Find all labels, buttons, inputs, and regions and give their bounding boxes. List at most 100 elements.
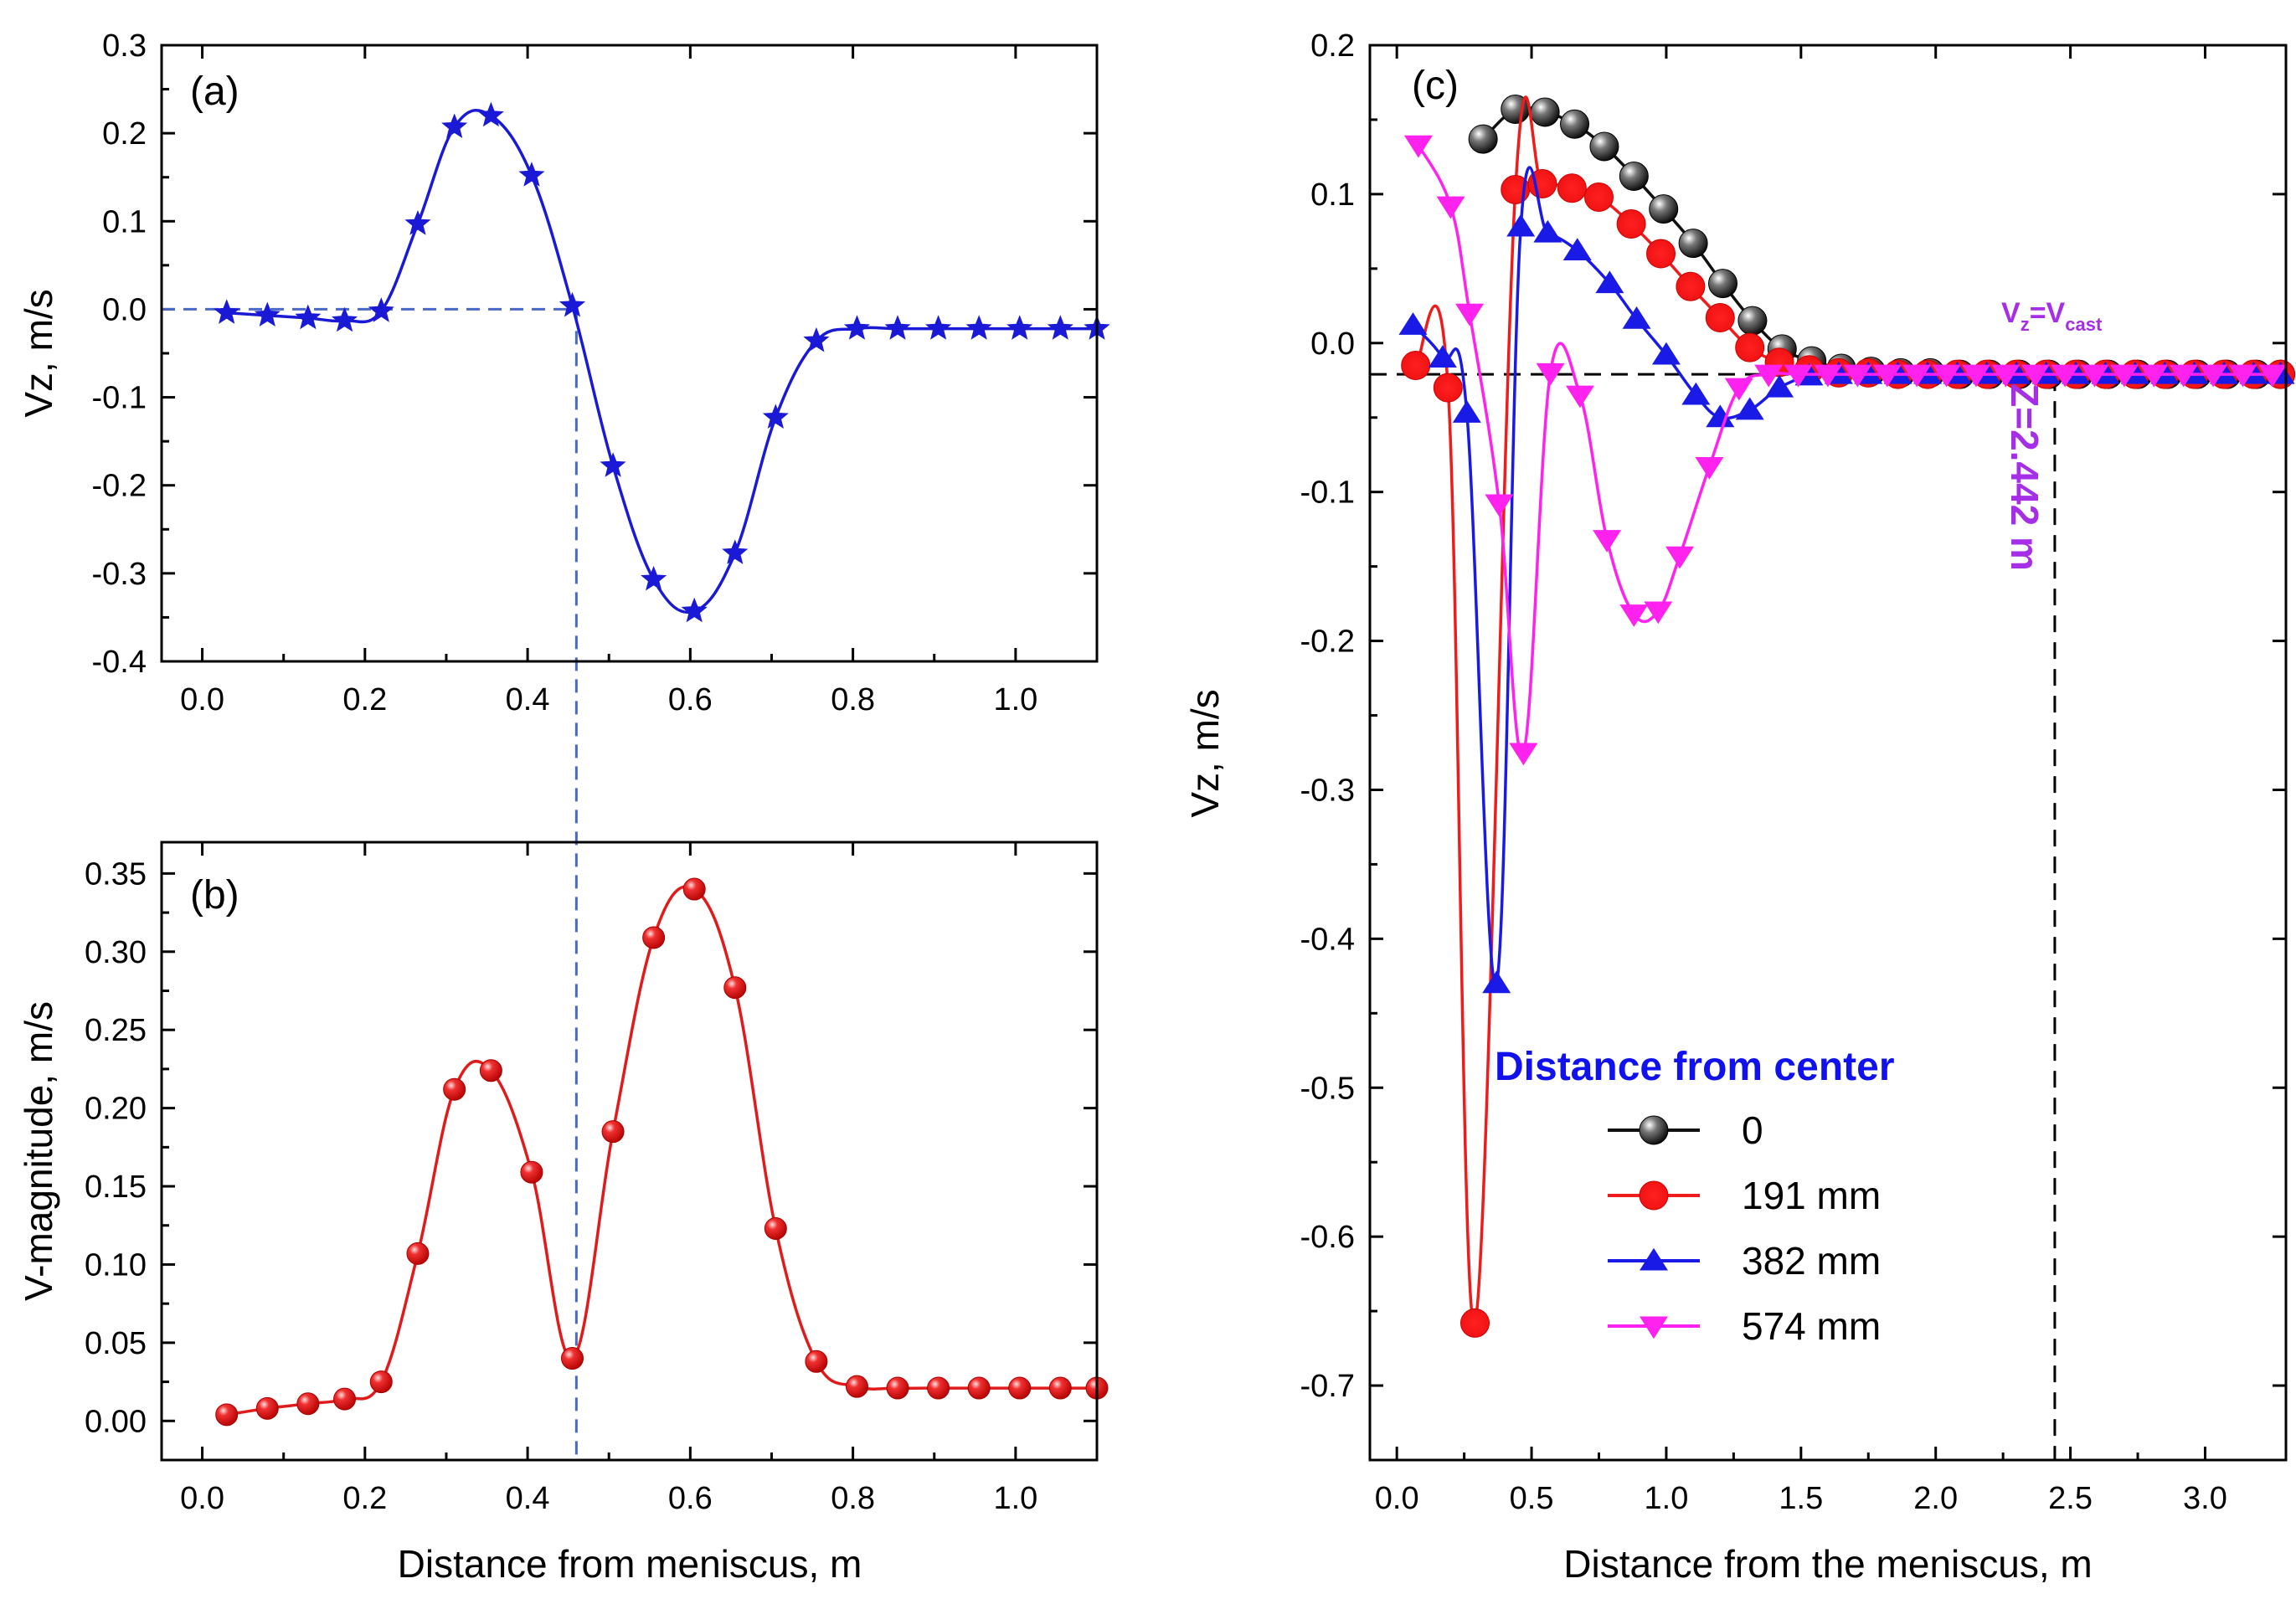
panel-c-x-axis-label: Distance from the meniscus, m (1563, 1542, 2092, 1586)
data-point (681, 597, 708, 623)
y-tick-label: -0.4 (92, 645, 147, 680)
x-tick-label: 0.0 (1375, 1481, 1419, 1516)
data-point (2051, 364, 2080, 388)
data-point (722, 539, 749, 564)
data-point (2080, 364, 2109, 388)
data-point (1398, 312, 1428, 335)
y-tick-label: 0.2 (1310, 28, 1355, 64)
legend-marker (1639, 1180, 1669, 1211)
data-point (641, 565, 667, 591)
x-tick-label: 2.5 (2048, 1481, 2093, 1516)
data-point (1562, 238, 1592, 260)
data-point (965, 315, 992, 340)
data-point (1649, 194, 1679, 224)
panel-a-series (214, 101, 1110, 623)
data-point (2139, 364, 2169, 388)
y-tick-label: -0.7 (1300, 1369, 1355, 1404)
y-tick-label: 0.30 (85, 935, 147, 970)
data-point (368, 297, 394, 322)
data-point (1530, 97, 1560, 127)
data-point (296, 1392, 320, 1416)
data-point (1452, 400, 1481, 423)
y-tick-label: 0.0 (1310, 326, 1355, 362)
data-point (1616, 208, 1646, 239)
legend-label: 0 (1742, 1108, 1763, 1152)
series-c-1 (1401, 95, 2296, 1338)
panel-a-ticks: 0.0 0.2 0.4 0.6 0.8 1.0 -0.4 -0.3 -0.2 -0.1 0.0 0.1… (92, 28, 1097, 717)
y-tick-label: -0.1 (92, 381, 147, 416)
y-tick-label: 0.15 (85, 1170, 147, 1205)
data-point (1482, 970, 1511, 994)
y-tick-label: 0.05 (85, 1326, 147, 1361)
series-c-0 (1468, 94, 2296, 389)
y-tick-label: 0.2 (102, 116, 147, 152)
data-point (843, 315, 870, 340)
y-tick-label: 0.3 (102, 28, 147, 64)
x-tick-label: 2.0 (1913, 1481, 1958, 1516)
y-tick-label: 0.0 (102, 292, 147, 327)
panel-a: 0.0 0.2 0.4 0.6 0.8 1.0 -0.4 -0.3 -0.2 -0.1 0.0 0.1… (17, 28, 1110, 1460)
z-position-annotation: Z=2.442 m (2003, 383, 2046, 571)
data-point (927, 1376, 950, 1400)
data-point (1708, 269, 1738, 299)
x-tick-label: 1.5 (1779, 1481, 1823, 1516)
data-point (1595, 270, 1624, 294)
data-point (1735, 397, 1764, 420)
x-tick-label: 1.0 (1645, 1481, 1689, 1516)
x-tick-label: 0.4 (506, 682, 550, 717)
data-point (1619, 162, 1649, 192)
y-tick-label: 0.20 (85, 1092, 147, 1127)
data-point (406, 1242, 430, 1265)
panel-a-frame (160, 44, 1099, 663)
series-line (226, 108, 1097, 614)
x-tick-label: 0.6 (668, 682, 713, 717)
data-point (884, 315, 911, 340)
data-point (682, 877, 706, 901)
series-line (226, 885, 1097, 1416)
data-point (1589, 131, 1619, 162)
series-line (1412, 166, 2281, 987)
data-point (1428, 345, 1457, 368)
panel-c-label: (c) (1412, 64, 1459, 108)
x-tick-label: 0.6 (668, 1481, 713, 1516)
data-point (561, 1347, 584, 1370)
legend-marker (1639, 1115, 1669, 1145)
series-b-0 (215, 877, 1109, 1427)
data-point (1961, 364, 1990, 388)
legend-item: 191 mm (1608, 1174, 1881, 1217)
panel-c: 0.0 0.5 1.0 1.5 2.0 2.5 3.0 -0.7 -0.6 -0.5 -0.4 -0.… (1183, 28, 2296, 1586)
y-tick-label: 0.35 (85, 856, 147, 892)
data-point (404, 210, 431, 235)
data-point (1401, 350, 1431, 380)
data-point (803, 326, 830, 352)
panel-b-x-axis-label: Distance from meniscus, m (398, 1542, 862, 1586)
x-tick-label: 1.0 (993, 1481, 1037, 1516)
data-point (967, 1376, 991, 1400)
data-point (1557, 173, 1587, 203)
data-point (723, 976, 747, 1000)
x-tick-label: 0.8 (831, 1481, 875, 1516)
y-tick-label: -0.6 (1300, 1220, 1355, 1255)
vcast-sub2: cast (2065, 314, 2103, 335)
data-point (2109, 364, 2139, 388)
panel-a-label: (a) (190, 69, 239, 114)
legend-item: 574 mm (1608, 1304, 1881, 1348)
data-point (1048, 1376, 1072, 1400)
data-point (1644, 601, 1673, 625)
data-point (1506, 213, 1536, 237)
data-point (1695, 456, 1724, 480)
data-point (1047, 315, 1073, 340)
data-point (1006, 315, 1033, 340)
data-point (254, 301, 281, 327)
data-point (559, 291, 586, 317)
vcast-mid: =V (2030, 297, 2066, 329)
data-point (1533, 219, 1562, 243)
data-point (1008, 1376, 1032, 1400)
legend-label: 574 mm (1742, 1304, 1881, 1348)
y-tick-label: -0.3 (1300, 773, 1355, 808)
data-point (1735, 332, 1765, 362)
panel-b-y-axis-label: V-magnitude, m/s (17, 1001, 60, 1301)
data-point (764, 1216, 787, 1240)
data-point (1706, 404, 1735, 428)
